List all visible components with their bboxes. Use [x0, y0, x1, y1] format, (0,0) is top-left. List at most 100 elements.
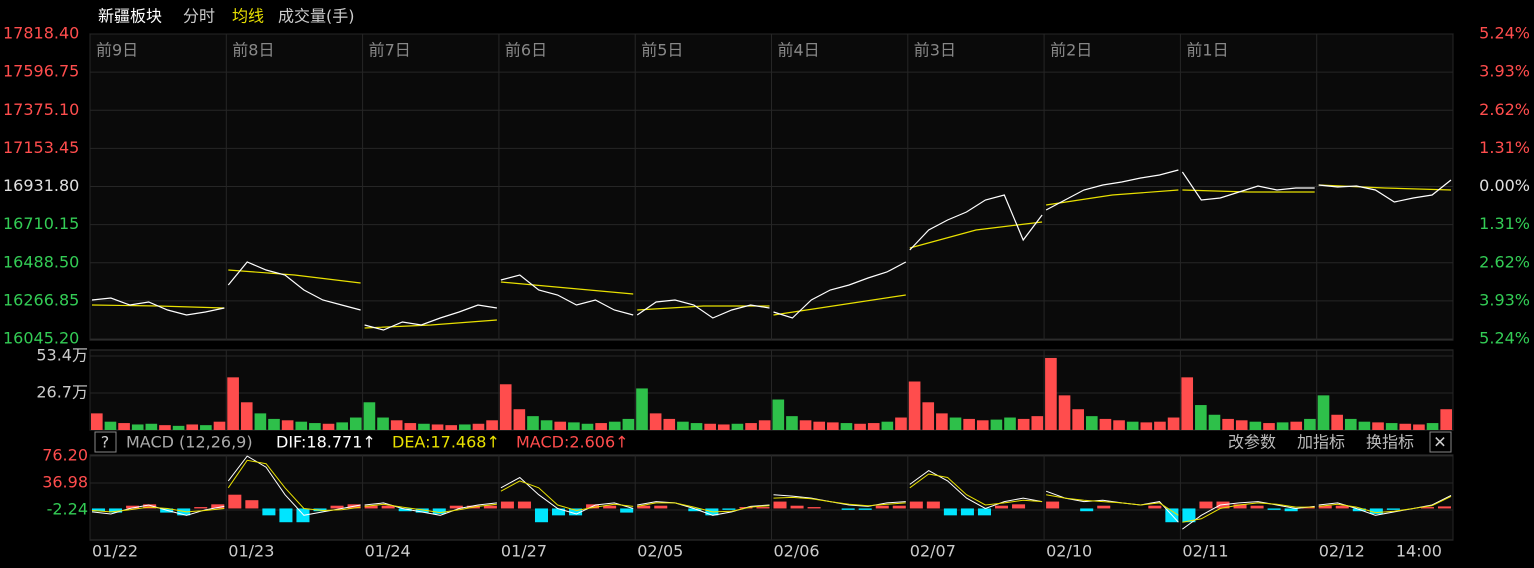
day-label: 前2日	[1050, 41, 1092, 60]
volume-bar	[527, 416, 539, 430]
volume-bar	[1413, 424, 1425, 430]
volume-bar	[1099, 418, 1112, 430]
volume-bar	[172, 425, 185, 430]
button[interactable]: 换指标	[1366, 433, 1414, 452]
volume-bar	[690, 423, 703, 430]
macd-bar	[654, 505, 668, 509]
tab[interactable]: 均线	[232, 7, 264, 26]
volume-bar	[363, 402, 376, 430]
volume-bar	[990, 419, 1003, 430]
x-tick-label: 01/22	[92, 542, 138, 561]
macd-bar	[892, 505, 906, 509]
volume-bar	[840, 423, 853, 430]
price-line	[500, 274, 634, 316]
volume-bar	[472, 423, 485, 430]
volume-bar	[540, 420, 553, 430]
pct-tick-label: 5.24%	[1479, 329, 1530, 348]
pct-tick-label: 3.93%	[1479, 62, 1530, 81]
avg-line	[228, 269, 361, 284]
macd-bar	[807, 507, 821, 509]
volume-bar	[118, 423, 130, 430]
macd-bar	[1046, 501, 1060, 509]
dif-value: DIF:18.771↑	[276, 433, 376, 452]
x-tick-label: 01/23	[228, 542, 274, 561]
y-tick-label: 16045.20	[3, 329, 79, 348]
macd-bar	[500, 501, 514, 509]
volume-bar	[91, 413, 103, 430]
close[interactable]: ✕	[1433, 433, 1446, 452]
avg-line	[1182, 189, 1315, 193]
price-line	[227, 261, 361, 311]
volume-bar	[786, 416, 798, 430]
volume-bar	[227, 377, 239, 430]
volume-bar	[131, 424, 144, 430]
close-box[interactable]	[1429, 431, 1452, 453]
x-tick-label: 02/06	[774, 542, 820, 561]
macd-bar	[1012, 504, 1026, 509]
button[interactable]: 改参数	[1228, 433, 1276, 452]
volume-bar	[608, 421, 621, 430]
macd-bar	[552, 508, 566, 516]
volume-bar	[1154, 421, 1166, 430]
y-tick-label: 76.20	[42, 445, 88, 464]
macd-bar	[330, 505, 344, 509]
volume-bar	[1304, 418, 1316, 430]
volume-bar	[636, 388, 648, 430]
day-label: 前6日	[505, 41, 547, 60]
title: 新疆板块	[98, 7, 162, 26]
macd-bar	[841, 508, 855, 510]
volume-bar	[309, 423, 321, 430]
volume-bar	[731, 423, 744, 430]
volume-bar	[1140, 422, 1153, 430]
macd-bar	[1335, 505, 1349, 509]
tab[interactable]: 成交量(手)	[278, 7, 355, 26]
macd-bar	[483, 505, 497, 509]
avg-line	[1046, 189, 1179, 206]
volume-bar	[949, 417, 962, 430]
macd-bar	[228, 494, 242, 509]
dif-line	[227, 455, 361, 516]
dea-line	[1318, 495, 1452, 514]
price-line	[91, 297, 225, 316]
macd-bar	[1097, 505, 1111, 509]
macd-bar	[1437, 506, 1451, 509]
volume-bar	[554, 421, 567, 430]
volume-bar	[663, 418, 676, 430]
macd-bar	[126, 505, 140, 509]
day-label: 前7日	[369, 41, 411, 60]
macd-bar	[398, 508, 412, 512]
volume-bar	[854, 423, 866, 430]
volume-bar	[1085, 416, 1098, 430]
macd-bar	[909, 501, 923, 509]
volume-bar	[322, 423, 335, 430]
y-tick-label: 16710.15	[3, 214, 79, 233]
volume-bar	[1126, 421, 1139, 430]
x-tick-label: 02/05	[637, 542, 683, 561]
volume-bar	[1290, 421, 1303, 430]
macd-bar	[1318, 505, 1332, 509]
y-tick-label: 16488.50	[3, 252, 79, 271]
macd-bar	[92, 508, 106, 512]
macd-bar	[637, 505, 651, 509]
volume-bar	[881, 421, 894, 430]
macd-bar	[1420, 507, 1434, 509]
tab[interactable]: 分时	[183, 7, 215, 26]
macd-bar	[603, 505, 617, 509]
x-tick-label: 02/10	[1046, 542, 1092, 561]
volume-bar	[1235, 420, 1248, 430]
macd-bar	[296, 508, 310, 523]
help[interactable]: ?	[101, 433, 110, 452]
macd-bar	[1199, 501, 1213, 509]
x-tick-label: 14:00	[1396, 542, 1442, 561]
help-box[interactable]	[94, 431, 117, 453]
volume-bar	[254, 413, 267, 430]
pct-tick-label: 3.93%	[1479, 290, 1530, 309]
macd-bar	[1080, 508, 1094, 512]
avg-line	[1318, 184, 1452, 191]
avg-line	[500, 281, 634, 295]
dea-line	[227, 459, 361, 512]
volume-bar	[377, 417, 389, 430]
macd-bar	[1284, 508, 1298, 512]
button[interactable]: 加指标	[1297, 433, 1345, 452]
